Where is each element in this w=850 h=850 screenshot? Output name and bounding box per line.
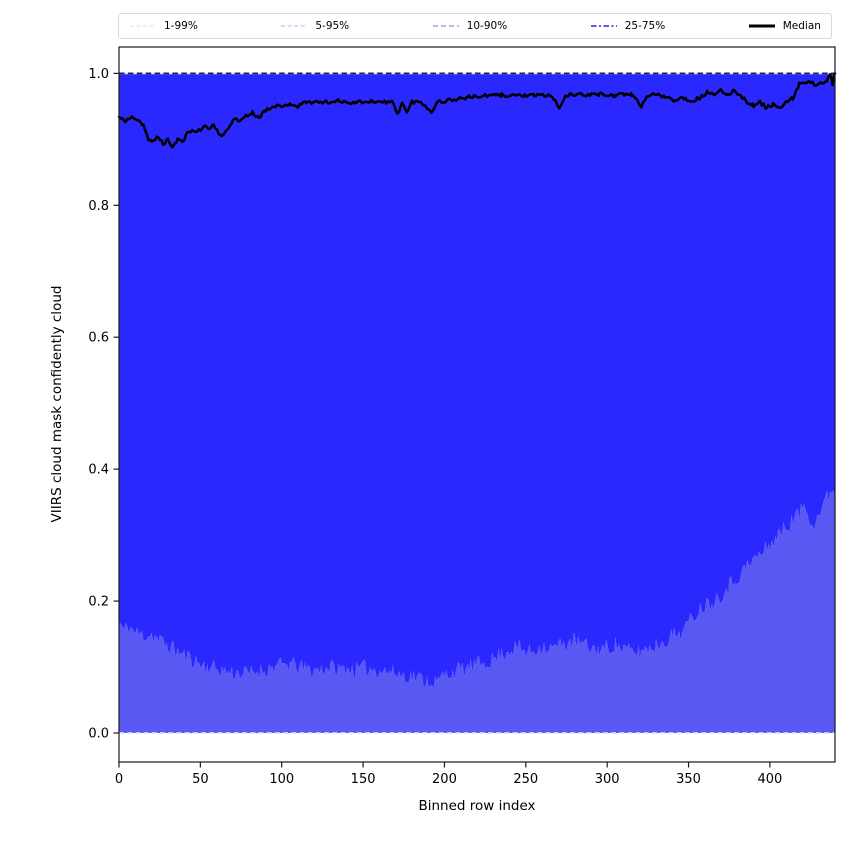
legend-item-25-75-: 25-75% xyxy=(590,19,666,32)
x-tick-label: 100 xyxy=(269,772,294,787)
y-tick-label: 0.0 xyxy=(88,726,109,741)
legend-label: 1-99% xyxy=(164,19,198,32)
x-tick-label: 50 xyxy=(192,772,209,787)
y-tick-label: 0.6 xyxy=(88,331,109,346)
legend-label: 10-90% xyxy=(466,19,508,32)
legend: 1-99% 5-95% 10-90% 25-75% Median xyxy=(118,13,832,39)
legend-item-5-95-: 5-95% xyxy=(280,21,349,32)
legend-line-sample-icon xyxy=(281,25,308,27)
y-tick-label: 1.0 xyxy=(88,67,109,82)
x-tick-label: 300 xyxy=(595,772,620,787)
x-tick-label: 400 xyxy=(757,772,782,787)
y-tick-label: 0.8 xyxy=(88,199,109,214)
x-axis-label: Binned row index xyxy=(418,798,536,814)
legend-label: 5-95% xyxy=(315,19,350,32)
x-tick-label: 250 xyxy=(513,772,538,787)
legend-item-median: Median xyxy=(748,21,821,32)
x-tick-label: 200 xyxy=(432,772,457,787)
legend-label: 25-75% xyxy=(624,19,666,32)
y-tick-label: 0.2 xyxy=(88,595,109,610)
legend-line-sample-icon xyxy=(748,24,775,28)
x-tick-label: 350 xyxy=(676,772,701,787)
legend-line-sample-icon xyxy=(590,25,617,27)
legend-item-1-99-: 1-99% xyxy=(129,21,198,32)
x-tick-label: 150 xyxy=(351,772,376,787)
y-axis-label: VIIRS cloud mask confidently cloud xyxy=(49,285,65,523)
axes-border xyxy=(118,46,836,763)
band-inner-percentiles xyxy=(119,73,835,689)
median-line xyxy=(117,72,837,149)
y-tick-label: 0.4 xyxy=(88,463,109,478)
legend-item-10-90-: 10-90% xyxy=(432,19,508,32)
legend-line-sample-icon xyxy=(130,25,156,27)
legend-label: Median xyxy=(782,19,821,32)
legend-line-sample-icon xyxy=(432,25,459,27)
x-tick-label: 0 xyxy=(115,772,123,787)
band-outer-percentiles xyxy=(119,490,835,733)
